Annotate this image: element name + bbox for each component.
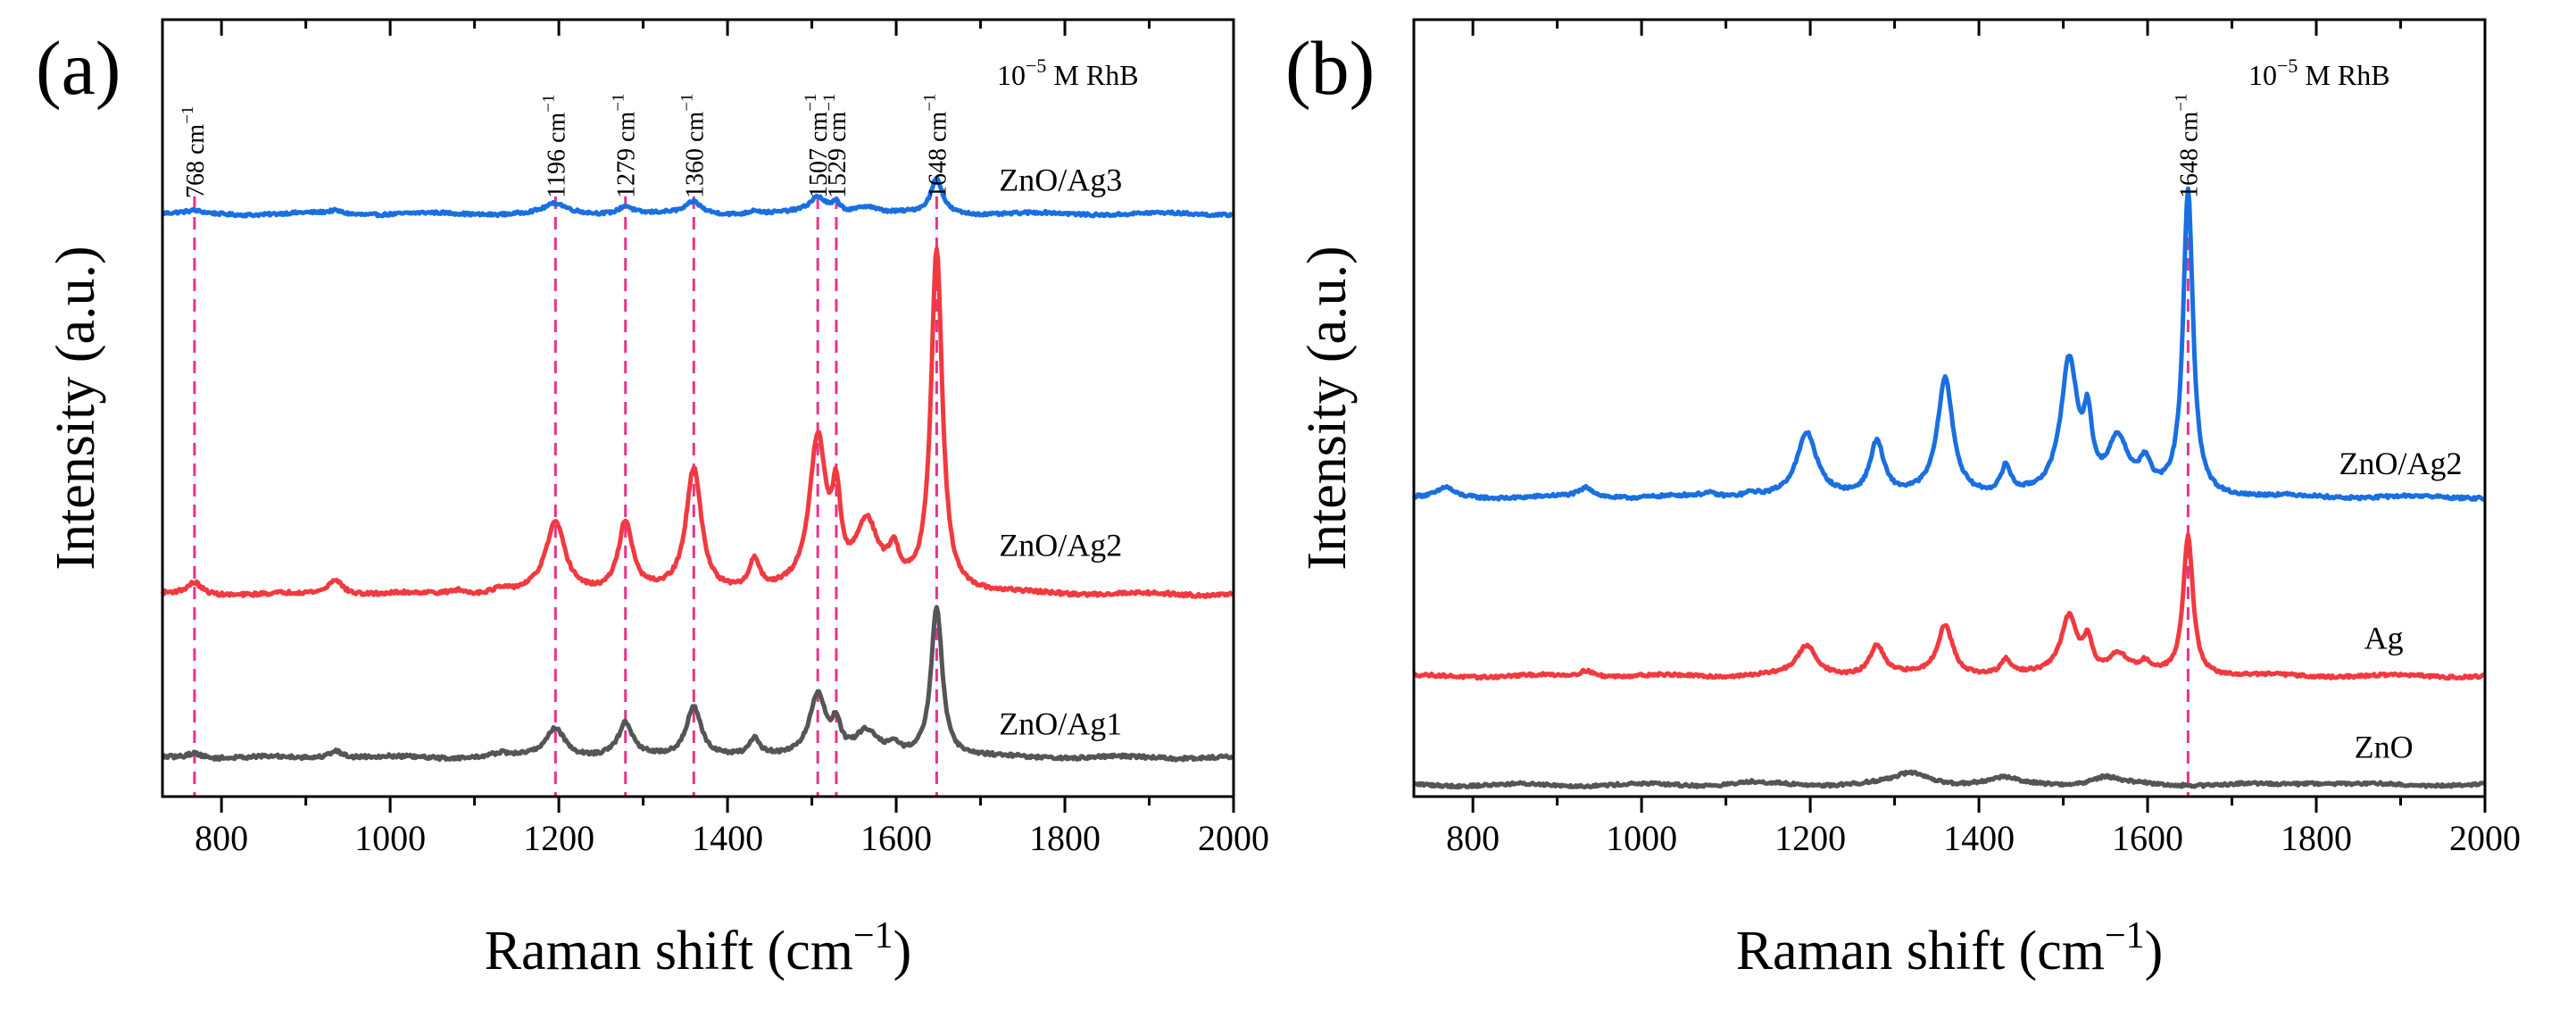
series-line-zno-ag1 xyxy=(161,605,1234,763)
x-tick-label: 1800 xyxy=(2281,818,2352,858)
x-tick-label: 1000 xyxy=(354,818,426,858)
series-label: ZnO xyxy=(2355,730,2414,765)
x-tick-label: 1200 xyxy=(523,818,594,858)
peak-label-1196: 1196 cm−1 xyxy=(539,95,570,198)
series-label: ZnO/Ag2 xyxy=(2339,446,2463,481)
series-label: ZnO/Ag2 xyxy=(999,527,1122,563)
x-tick-label: 1600 xyxy=(2112,818,2183,858)
x-tick-label: 800 xyxy=(1446,818,1500,858)
series-line-zno xyxy=(1412,769,2486,790)
plot-frame xyxy=(1412,18,2487,798)
peak-label-1279: 1279 cm−1 xyxy=(610,94,641,198)
plot-frame xyxy=(161,18,1235,798)
panel-b: (b) ZnO/Ag2 Ag ZnO 1648 cm−1 10−5 M RhB 800 100… xyxy=(1285,18,2521,981)
peak-label-1507: 1507 cm−1 xyxy=(802,94,833,198)
x-tick-label: 1600 xyxy=(860,818,932,858)
panel-a: (a) ZnO/Ag3 ZnO/Ag2 ZnO/Ag1 768 cm−1 1196 cm−… xyxy=(36,18,1269,981)
y-axis-title: Intensity (a.u.) xyxy=(46,246,106,570)
series-line-zno-ag3 xyxy=(161,175,1235,219)
x-tick-label: 2000 xyxy=(1198,818,1269,858)
series-label: Ag xyxy=(2364,621,2404,656)
peak-label-1360: 1360 cm−1 xyxy=(677,94,709,198)
series-label: ZnO/Ag1 xyxy=(999,705,1122,741)
panel-letter: (a) xyxy=(36,25,120,111)
peak-label-768: 768 cm−1 xyxy=(179,106,210,198)
peak-label-1648: 1648 cm−1 xyxy=(2172,94,2203,198)
concentration-note: 10−5 M RhB xyxy=(2248,54,2390,91)
series-line-ag xyxy=(1412,532,2486,681)
x-tick-label: 1800 xyxy=(1029,818,1101,858)
series-line-zno-ag2 xyxy=(1411,186,2486,502)
x-axis-title: Raman shift (cm−1) xyxy=(485,915,912,981)
peak-label-1648: 1648 cm−1 xyxy=(920,94,951,198)
x-tick-label: 2000 xyxy=(2449,818,2521,858)
peak-label-1529: 1529 cm−1 xyxy=(820,94,852,198)
y-axis-title: Intensity (a.u.) xyxy=(1297,246,1358,570)
series-label: ZnO/Ag3 xyxy=(999,162,1122,197)
x-tick-label: 1400 xyxy=(1943,818,2015,858)
x-tick-label: 800 xyxy=(195,818,248,858)
concentration-note: 10−5 M RhB xyxy=(997,54,1139,91)
x-axis-title: Raman shift (cm−1) xyxy=(1736,915,2164,981)
x-tick-label: 1400 xyxy=(692,818,763,858)
series-line-zno-ag2 xyxy=(160,246,1234,599)
x-tick-label: 1000 xyxy=(1606,818,1677,858)
panel-letter: (b) xyxy=(1285,25,1375,111)
x-tick-label: 1200 xyxy=(1774,818,1846,858)
